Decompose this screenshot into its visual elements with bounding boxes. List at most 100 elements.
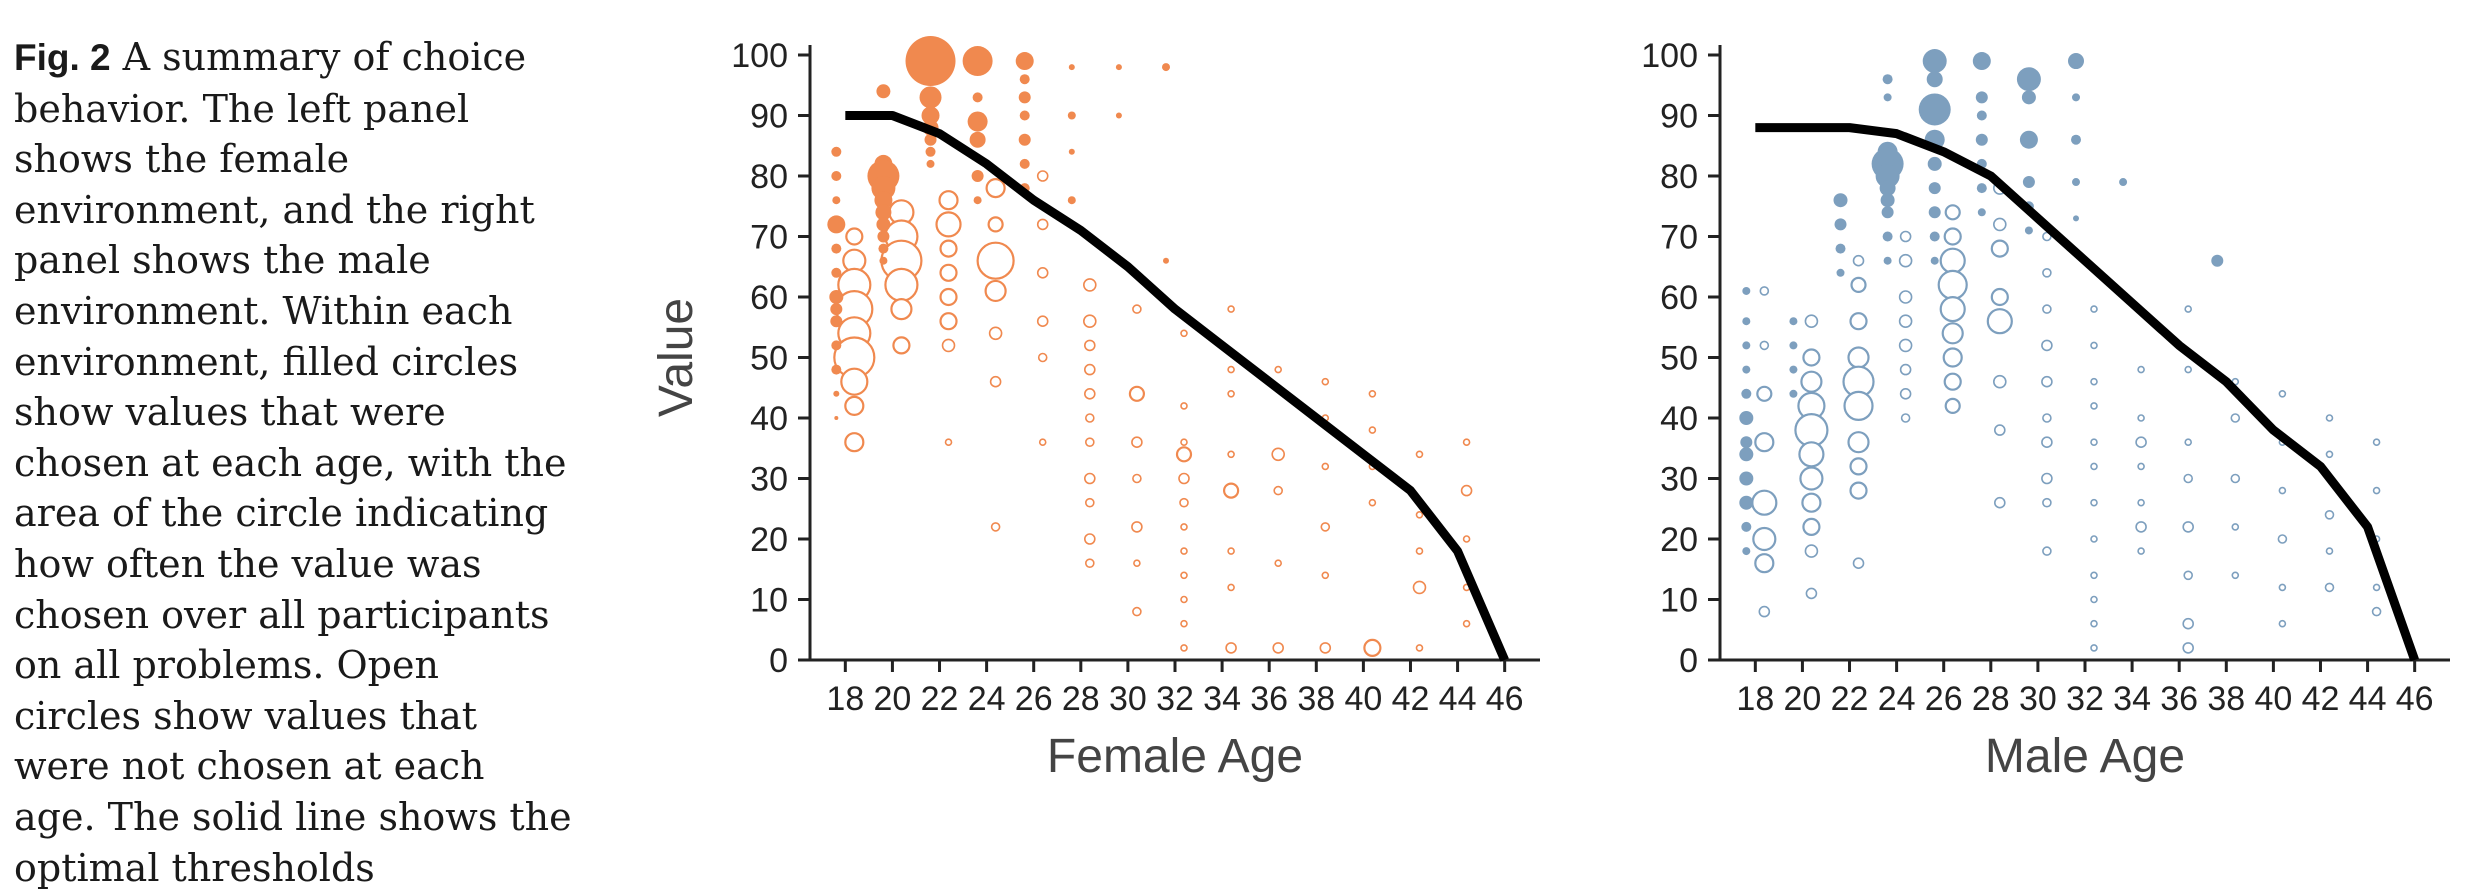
open-circle xyxy=(2135,436,2147,449)
open-circle xyxy=(2137,462,2145,471)
open-circle xyxy=(990,522,1001,532)
open-circle xyxy=(1900,413,1911,423)
filled-circle xyxy=(905,36,956,87)
y-tick-label: 50 xyxy=(1660,340,1698,378)
open-circle xyxy=(2137,498,2145,507)
open-circle xyxy=(2324,582,2335,593)
open-circle xyxy=(1849,312,1868,331)
filled-circle xyxy=(1918,93,1951,126)
y-tick-label: 50 xyxy=(750,340,788,378)
y-tick-label: 30 xyxy=(1660,461,1698,499)
open-circle xyxy=(2042,546,2052,556)
filled-circle xyxy=(1883,256,1892,265)
open-circle xyxy=(1321,462,1330,471)
filled-circle xyxy=(1928,182,1941,195)
filled-circle xyxy=(2019,130,2038,149)
open-circle xyxy=(1849,481,1868,500)
open-circle xyxy=(2090,377,2098,386)
x-tick-label: 28 xyxy=(1062,680,1100,718)
filled-circle xyxy=(1928,206,1941,219)
open-circle xyxy=(2231,523,2240,531)
x-tick-label: 42 xyxy=(1392,680,1430,718)
filled-circle xyxy=(2024,226,2033,235)
open-circle xyxy=(1180,523,1188,531)
open-circle xyxy=(1847,431,1870,454)
filled-circle xyxy=(1883,93,1892,102)
open-circle xyxy=(2184,365,2192,374)
y-tick-label: 40 xyxy=(750,400,788,438)
open-circle xyxy=(2184,305,2192,313)
filled-circle xyxy=(831,340,842,351)
filled-circle xyxy=(919,86,942,109)
filled-circle xyxy=(1976,110,1987,121)
open-circle xyxy=(2278,486,2287,495)
filled-circle xyxy=(831,364,842,375)
open-circle xyxy=(1321,377,1330,386)
open-circle xyxy=(1843,390,1874,421)
open-circle xyxy=(884,267,919,302)
open-circle xyxy=(1941,322,1964,345)
filled-circle xyxy=(2119,178,2128,187)
open-circle xyxy=(1180,547,1188,555)
filled-circle xyxy=(2071,134,2081,145)
y-tick-label: 0 xyxy=(769,642,788,680)
open-circle xyxy=(1939,296,1966,323)
y-axis-label: Value xyxy=(650,298,703,417)
open-circle xyxy=(2090,341,2098,350)
open-circle xyxy=(1898,290,1913,304)
open-circle xyxy=(2041,436,2053,449)
open-circle xyxy=(1084,387,1096,400)
open-circle xyxy=(2137,414,2145,422)
open-circle xyxy=(1937,269,1968,300)
filled-circle xyxy=(833,390,840,397)
open-circle xyxy=(1180,329,1188,338)
filled-circle xyxy=(1875,164,1900,188)
open-circle xyxy=(1804,314,1819,329)
open-circle xyxy=(1462,619,1471,628)
x-tick-label: 34 xyxy=(1203,680,1241,718)
open-circle xyxy=(2090,402,2098,410)
open-circle xyxy=(1133,559,1141,568)
filled-circle xyxy=(1882,74,1893,85)
open-circle xyxy=(2325,547,2334,555)
filled-circle xyxy=(1789,317,1798,326)
filled-circle xyxy=(1739,471,1754,486)
open-circle xyxy=(2324,509,2335,520)
x-tick-label: 30 xyxy=(1109,680,1147,718)
filled-circle xyxy=(876,217,891,232)
open-circle xyxy=(1227,450,1235,459)
open-circle xyxy=(1754,432,1775,453)
open-circle xyxy=(1850,276,1867,293)
open-circle xyxy=(1227,365,1235,374)
x-tick-label: 22 xyxy=(921,680,959,718)
open-circle xyxy=(1939,247,1966,274)
open-circle xyxy=(1756,385,1773,402)
filled-circle xyxy=(831,267,842,278)
open-circle xyxy=(2371,606,2382,617)
open-circle xyxy=(1415,644,1424,652)
open-circle xyxy=(1225,642,1237,654)
open-circle xyxy=(1179,497,1189,508)
open-circle xyxy=(1132,606,1142,617)
open-circle xyxy=(1847,346,1870,369)
filled-circle xyxy=(1019,74,1030,85)
filled-circle xyxy=(831,146,842,157)
open-circle xyxy=(1798,441,1825,468)
open-circle xyxy=(1899,230,1912,243)
open-circle xyxy=(1274,559,1282,568)
x-tick-label: 20 xyxy=(874,680,912,718)
open-circle xyxy=(1084,339,1096,352)
x-tick-label: 36 xyxy=(1250,680,1288,718)
x-tick-label: 26 xyxy=(1015,680,1053,718)
y-tick-label: 40 xyxy=(1660,400,1698,438)
filled-circle xyxy=(1789,365,1798,374)
open-circle xyxy=(1180,595,1188,604)
x-axis-label: Female Age xyxy=(1047,730,1303,783)
filled-circle xyxy=(1742,286,1751,295)
open-circle xyxy=(1898,314,1913,329)
filled-circle xyxy=(827,215,846,234)
filled-circle xyxy=(875,204,892,221)
y-tick-label: 0 xyxy=(1679,642,1698,680)
filled-circle xyxy=(2068,53,2084,70)
filled-circle xyxy=(1742,317,1751,326)
